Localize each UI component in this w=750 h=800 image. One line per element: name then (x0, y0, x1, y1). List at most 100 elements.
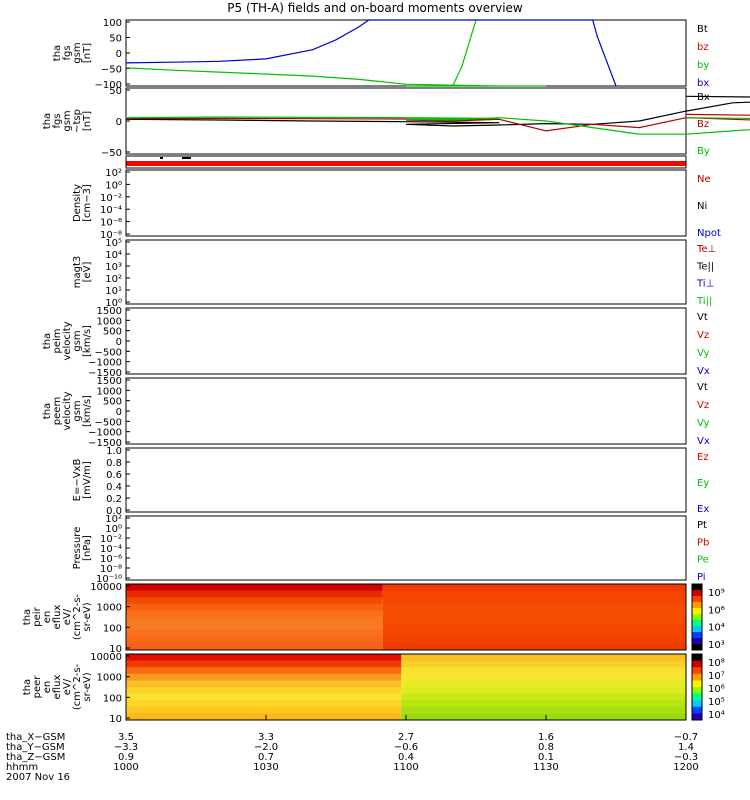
ephemeris-value: −2.0 (254, 742, 278, 753)
y-tick-label: −500 (95, 417, 122, 428)
y-tick-label: 10000 (90, 582, 122, 593)
colorbar-segment (692, 687, 702, 695)
y-axis-label: [km/s] (82, 395, 93, 427)
panel-frame (125, 169, 687, 237)
colorbar-segment (692, 654, 702, 662)
y-tick-label: 0.0 (106, 506, 122, 517)
y-tick-label: −1500 (88, 438, 122, 449)
spectrogram-band (126, 610, 383, 618)
legend-label-Vy: Vy (697, 418, 710, 429)
y-tick-label: 10⁻⁴ (100, 205, 122, 216)
colorbar-segment (692, 626, 702, 633)
spectrogram-band (401, 660, 686, 668)
ephemeris-value: −3.3 (114, 742, 138, 753)
colorbar-segment (692, 608, 702, 615)
spectrogram-band (401, 693, 686, 701)
spectrogram-band (126, 597, 383, 605)
y-axis-label: velocity (62, 321, 73, 360)
colorbar-segment (692, 596, 702, 603)
y-tick-label: −1000 (88, 358, 122, 369)
colorbar-segment (692, 660, 702, 668)
y-axis-label: eV/ (62, 678, 73, 695)
colorbar-segment (692, 632, 702, 639)
legend-label-Pt: Pt (697, 520, 707, 531)
legend-label-Ex: Ex (697, 504, 709, 515)
legend-label-bz: bz (697, 42, 709, 53)
legend-label-Te||: Te|| (696, 261, 714, 272)
ephemeris-value: 2.7 (398, 732, 414, 743)
panel-8: 1.00.80.60.40.20.0 E=−VxB [mV/m] Ez Ey Ex (72, 446, 709, 517)
ephemeris-value: 3.3 (258, 732, 274, 743)
panel-frame (125, 307, 687, 375)
y-tick-label: 10 (109, 714, 122, 725)
colorbar-tick-label: 10⁹ (708, 588, 725, 599)
y-tick-label: 500 (103, 397, 122, 408)
spectrogram-band (126, 590, 383, 598)
colorbar-segment (692, 706, 702, 714)
spectrogram-band (401, 700, 686, 708)
ephemeris-row-label: tha_X−GSM (6, 732, 65, 743)
spectrogram-band (126, 584, 383, 592)
ephemeris-value: 1.4 (678, 742, 694, 753)
panel-frame (125, 447, 687, 513)
legend-label-Ne: Ne (697, 174, 711, 185)
ephemeris-value: −0.6 (394, 742, 418, 753)
y-tick-label: 10⁻⁶ (100, 554, 122, 565)
y-axis-label: fgs (52, 113, 63, 128)
legend-label-Vy: Vy (697, 348, 710, 359)
ephemeris-value: 1030 (253, 762, 278, 773)
ephemeris-value: 0.8 (538, 742, 554, 753)
ephemeris-value: 0.9 (118, 752, 134, 763)
y-tick-label: 0.6 (106, 470, 122, 481)
y-axis-label: peem (52, 397, 63, 425)
panel-1: 100 50 0 −50 −100 tha fgs gsm [nT] Bt bz by bx (52, 18, 709, 91)
legend-label-Te⊥: Te⊥ (696, 244, 716, 255)
y-tick-label: 50 (109, 86, 122, 97)
y-axis-label: tha (42, 113, 53, 129)
y-tick-label: 100 (103, 18, 122, 29)
y-axis-label: velocity (62, 391, 73, 430)
y-axis-label: [km/s] (82, 325, 93, 357)
panel-11: 10⁸ 10⁷ 10⁶ 10⁵ 10⁴ 10000 1000 100 10 tha peer en ef… (22, 652, 725, 725)
colorbar-frame (691, 583, 703, 651)
spectrogram-band (126, 617, 383, 625)
ephemeris-value: 1200 (673, 762, 698, 773)
y-tick-label: 10⁻¹⁰ (96, 574, 122, 585)
colorbar-segment (692, 693, 702, 701)
spectrogram-band (382, 597, 686, 605)
y-axis-label: (cm^2-s- (72, 593, 83, 640)
legend-label-Vt: Vt (697, 382, 708, 393)
panel-frame (125, 87, 687, 155)
legend-label-Ti||: Ti|| (696, 296, 712, 307)
spectrogram-band (126, 603, 383, 611)
y-tick-label: −50 (101, 65, 122, 76)
legend-label-Vz: Vz (697, 330, 709, 341)
y-tick-label: 10² (105, 168, 122, 179)
y-tick-label: 0.2 (106, 494, 122, 505)
panel-frame (125, 155, 687, 169)
ephemeris-value: 0.7 (258, 752, 274, 763)
y-tick-label: 0 (116, 407, 122, 418)
legend-label-Ey: Ey (697, 478, 709, 489)
y-tick-label: 10² (105, 514, 122, 525)
y-axis-label: [cm−3] (82, 184, 93, 222)
colorbar-segment (692, 667, 702, 675)
y-tick-label: 1500 (97, 306, 122, 317)
spectrogram-band (382, 610, 686, 618)
panel-frame (125, 583, 687, 651)
y-axis-label: peer (32, 675, 43, 699)
y-axis-label: Density (72, 184, 83, 222)
spectrogram-band (126, 667, 402, 675)
colorbar-tick-label: 10⁴ (708, 710, 725, 721)
y-axis-label: tha (22, 679, 33, 695)
ephemeris-value: 1000 (113, 762, 138, 773)
colorbar-segment (692, 602, 702, 609)
legend-label-Vx: Vx (697, 436, 710, 447)
y-tick-label: 0 (116, 337, 122, 348)
spectrogram-band (401, 680, 686, 688)
y-axis-label: gsm (72, 330, 83, 351)
ephemeris-value: −0.7 (674, 732, 698, 743)
legend-label-Pb: Pb (697, 537, 709, 548)
